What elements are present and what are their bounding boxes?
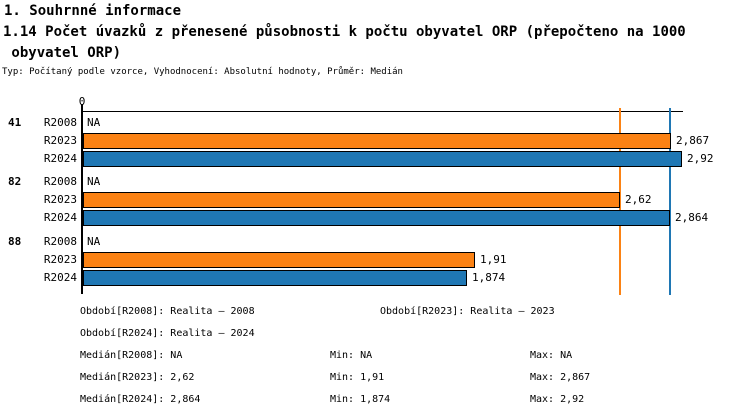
bar-r2023: [83, 192, 620, 208]
bar-value-label: 2,864: [675, 211, 709, 224]
bar-chart: 0 41 R2008 NA R2023 2,867 R2024 2,92 82 R2008 NA R2…: [8, 95, 714, 295]
legend-period-r2008: Období[R2008]: Realita – 2008: [80, 306, 255, 317]
chart-meta: Typ: Počítaný podle vzorce, Vyhodnocení:…: [2, 67, 403, 77]
bar-value-label: 2,92: [687, 152, 714, 165]
row-label: R2008: [43, 116, 77, 129]
legend-min-r2023: Min: 1,91: [330, 372, 385, 383]
bar-r2023: [83, 252, 475, 268]
bar-value-label: 1,91: [480, 253, 507, 266]
row-label: R2008: [43, 175, 77, 188]
indicator-title-line1: 1.14 Počet úvazků z přenesené působnosti…: [3, 24, 686, 40]
legend-min-r2008: Min: NA: [330, 350, 373, 361]
legend-max-r2024: Max: 2,92: [530, 394, 585, 405]
median-line-r2023: [619, 108, 621, 295]
group-label: 88: [8, 235, 22, 248]
row-label: R2024: [43, 211, 77, 224]
axis-vertical-line: [81, 104, 83, 294]
na-label: NA: [87, 235, 101, 248]
group-label: 41: [8, 116, 22, 129]
indicator-title-line2: obyvatel ORP): [3, 45, 122, 61]
bar-r2024: [83, 210, 670, 226]
legend-median-r2023: Medián[R2023]: 2,62: [80, 372, 195, 383]
legend-min-r2024: Min: 1,874: [330, 394, 391, 405]
legend-period-r2024: Období[R2024]: Realita – 2024: [80, 328, 255, 339]
bar-value-label: 2,867: [676, 134, 710, 147]
section-title: 1. Souhrnné informace: [4, 3, 182, 19]
median-line-r2024: [669, 108, 671, 295]
legend-median-r2008: Medián[R2008]: NA: [80, 350, 183, 361]
bar-r2024: [83, 151, 682, 167]
legend-max-r2023: Max: 2,867: [530, 372, 591, 383]
bar-value-label: 1,874: [472, 271, 506, 284]
na-label: NA: [87, 175, 101, 188]
axis-zero-label: 0: [78, 95, 86, 108]
na-label: NA: [87, 116, 101, 129]
legend-period-r2023: Období[R2023]: Realita – 2023: [380, 306, 555, 317]
legend-max-r2008: Max: NA: [530, 350, 573, 361]
bar-r2023: [83, 133, 671, 149]
legend-median-r2024: Medián[R2024]: 2,864: [80, 394, 201, 405]
row-label: R2008: [43, 235, 77, 248]
bar-value-label: 2,62: [625, 193, 652, 206]
row-label: R2024: [43, 271, 77, 284]
row-label: R2023: [43, 193, 77, 206]
row-label: R2024: [43, 152, 77, 165]
row-label: R2023: [43, 253, 77, 266]
group-label: 82: [8, 175, 22, 188]
bar-r2024: [83, 270, 467, 286]
axis-top-line: [82, 111, 683, 112]
row-label: R2023: [43, 134, 77, 147]
